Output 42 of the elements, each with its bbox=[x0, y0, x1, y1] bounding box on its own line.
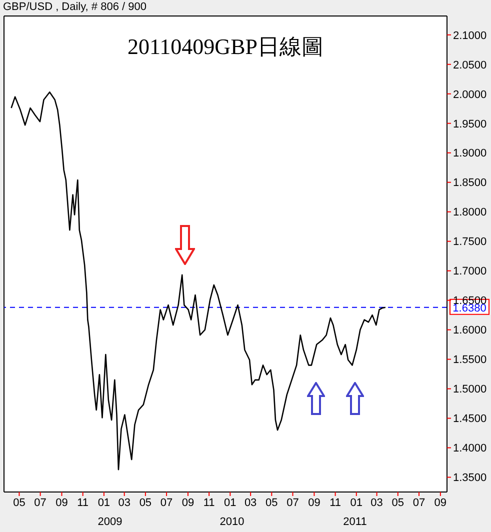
y-tick-label: 1.5000 bbox=[453, 384, 487, 396]
y-tick-label: 2.1000 bbox=[453, 30, 487, 42]
text: 2010 bbox=[218, 516, 246, 528]
y-tick-label: 1.3500 bbox=[453, 472, 487, 484]
y-tick-label: 1.9000 bbox=[453, 148, 487, 160]
y-tick-label: 1.8000 bbox=[453, 206, 487, 219]
x-tick-label: 09 bbox=[182, 496, 194, 509]
x-tick-label: 05 bbox=[266, 496, 278, 509]
x-tick-label: 07 bbox=[412, 496, 426, 509]
x-tick-label: 01 bbox=[350, 496, 363, 509]
y-tick-label: 1.7500 bbox=[453, 236, 487, 248]
x-tick-label: 03 bbox=[370, 496, 383, 509]
x-tick-label: 05 bbox=[139, 496, 152, 509]
x-tick-label: 09 bbox=[56, 496, 68, 509]
y-tick-label: 1.4000 bbox=[453, 442, 487, 455]
text: 2011 bbox=[342, 516, 368, 528]
x-tick-label: 03 bbox=[244, 496, 257, 509]
x-tick-label: 07 bbox=[34, 496, 46, 509]
x-tick-label: 01 bbox=[224, 496, 236, 509]
x-tick-label: 07 bbox=[286, 496, 299, 509]
x-tick-label: 09 bbox=[434, 496, 447, 509]
y-tick-label: 1.5500 bbox=[453, 354, 487, 366]
x-tick-label: 01 bbox=[98, 496, 110, 509]
line-series bbox=[10, 91, 386, 470]
y-tick-label: 2.0000 bbox=[453, 88, 487, 101]
text: 2009 bbox=[96, 516, 124, 528]
x-tick-label: 05 bbox=[13, 496, 26, 509]
y-tick-label: 1.8500 bbox=[453, 177, 487, 190]
x-tick-label: 05 bbox=[392, 496, 404, 509]
y-tick-label: 1.6000 bbox=[453, 324, 487, 337]
x-tick-label: 11 bbox=[77, 496, 89, 509]
x-tick-label: 11 bbox=[330, 496, 342, 509]
y-tick-label: 1.9500 bbox=[453, 118, 487, 130]
text: 20110409GBP日線圖 bbox=[126, 33, 324, 61]
chart-subtitle: GBP/USD , Daily, # 806 / 900 bbox=[3, 1, 146, 13]
x-tick-label: 03 bbox=[118, 496, 130, 509]
y-tick-label: 2.0500 bbox=[453, 59, 487, 72]
x-tick-label: 11 bbox=[203, 496, 215, 509]
x-tick-label: 09 bbox=[308, 496, 320, 509]
y-tick-label: 1.7000 bbox=[453, 266, 487, 278]
y-tick-label: 1.4500 bbox=[453, 413, 487, 426]
x-tick-label: 07 bbox=[160, 496, 173, 509]
